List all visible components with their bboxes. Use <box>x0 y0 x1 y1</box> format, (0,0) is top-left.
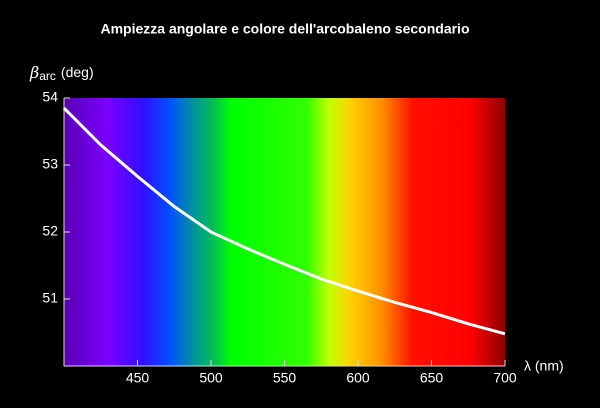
spectrum-background <box>64 98 505 366</box>
x-axis-label: λ (nm) <box>524 358 564 374</box>
y-axis-label: βarc (deg) <box>29 63 94 84</box>
chart-title: Ampiezza angolare e colore dell'arcobale… <box>101 21 470 37</box>
x-tick-label: 600 <box>346 370 370 386</box>
y-tick-label: 52 <box>42 223 58 239</box>
x-tick-label: 550 <box>273 370 297 386</box>
y-label-subscript: arc <box>39 69 56 83</box>
x-tick-label: 500 <box>199 370 223 386</box>
y-label-unit: (deg) <box>61 64 94 80</box>
data-line <box>62 106 506 336</box>
x-tick-label: 650 <box>420 370 444 386</box>
y-label-symbol: β <box>29 63 39 82</box>
y-tick-label: 53 <box>42 156 58 172</box>
x-tick-label: 700 <box>493 370 517 386</box>
y-tick-label: 54 <box>42 89 58 105</box>
x-tick-label: 450 <box>126 370 150 386</box>
y-tick-label: 51 <box>42 290 58 306</box>
